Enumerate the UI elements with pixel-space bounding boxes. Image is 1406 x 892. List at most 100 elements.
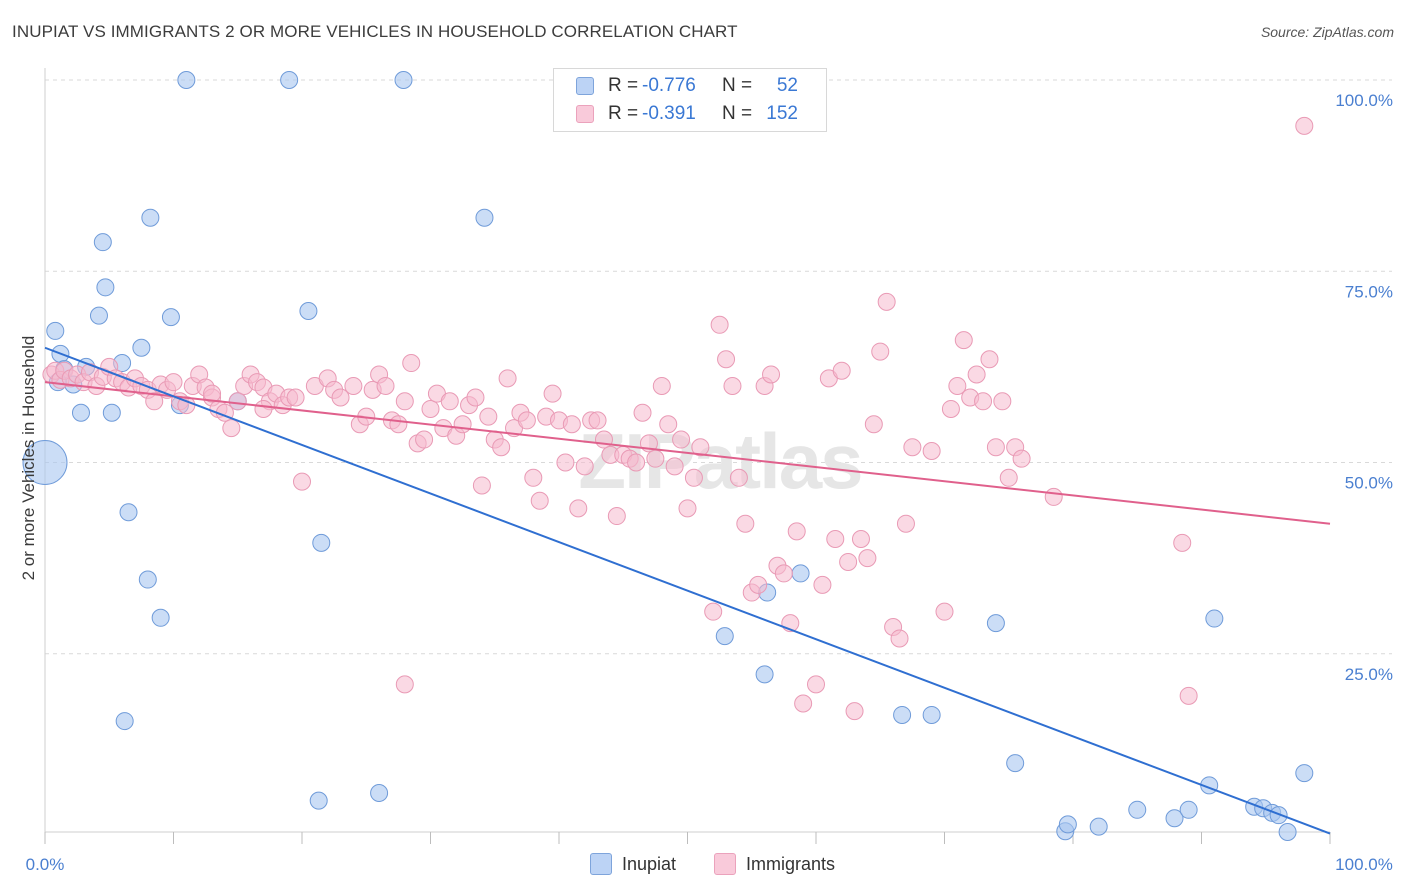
immigrants-point <box>1295 116 1314 135</box>
y-tick-label: 50.0% <box>1345 474 1393 493</box>
immigrants-point <box>954 331 973 350</box>
inupiat-point <box>309 791 328 810</box>
immigrants-point <box>787 522 806 541</box>
immigrants-point <box>839 552 858 571</box>
y-tick-label: 100.0% <box>1335 91 1393 110</box>
inupiat-point <box>1165 809 1184 828</box>
inupiat-point <box>151 608 170 627</box>
immigrants-point <box>665 457 684 476</box>
legend-row-immigrants: R = -0.391 N = 152 <box>576 101 798 127</box>
source-credit: Source: ZipAtlas.com <box>1260 24 1394 40</box>
inupiat-point <box>1058 815 1077 834</box>
immigrants-point <box>453 415 472 434</box>
immigrants-point <box>723 377 742 395</box>
immigrants-point <box>633 403 652 422</box>
immigrants-point <box>993 392 1012 411</box>
inupiat-point <box>1128 800 1147 819</box>
immigrants-point <box>164 373 183 392</box>
inupiat-point <box>1089 817 1108 836</box>
inupiat-point <box>89 306 108 325</box>
immigrants-point <box>845 702 864 721</box>
immigrants-point <box>762 365 781 384</box>
inupiat-point <box>280 71 299 89</box>
inupiat-swatch <box>576 77 594 95</box>
inupiat-point <box>394 71 413 89</box>
inupiat-point <box>161 308 180 327</box>
immigrants-point <box>389 415 408 434</box>
immigrants-point <box>736 514 755 533</box>
bottom-legend-inupiat: Inupiat <box>590 852 676 876</box>
immigrants-point <box>607 507 626 526</box>
immigrants-point <box>935 602 954 621</box>
immigrants-point <box>813 575 832 594</box>
n-label: N = <box>722 103 753 124</box>
inupiat-point <box>475 208 494 227</box>
immigrants-point <box>479 407 498 426</box>
inupiat-point <box>115 712 134 731</box>
inupiat-point <box>102 403 121 422</box>
immigrants-point <box>575 457 594 476</box>
inupiat-point <box>138 570 157 589</box>
immigrants-point <box>774 564 793 583</box>
immigrants-point <box>903 438 922 457</box>
immigrants-point <box>832 361 851 380</box>
inupiat-point <box>22 440 68 485</box>
immigrants-point <box>492 438 511 457</box>
immigrants-point <box>941 399 960 418</box>
tick-labels: 25.0% 50.0% 75.0% 100.0% 0.0% 100.0% <box>26 91 1393 874</box>
immigrants-point <box>286 388 305 407</box>
inupiat-point <box>922 705 941 724</box>
immigrants-point <box>395 675 414 694</box>
immigrants-point <box>530 491 549 510</box>
inupiat-point <box>893 705 912 724</box>
immigrants-point <box>556 453 575 472</box>
inupiat-point <box>177 71 196 89</box>
inupiat-point <box>791 564 810 583</box>
immigrants-point <box>871 342 890 361</box>
immigrants-point <box>851 530 870 548</box>
immigrants-point <box>440 392 459 411</box>
inupiat-point <box>71 403 90 422</box>
inupiat-point <box>312 533 331 552</box>
immigrants-point <box>890 629 909 648</box>
immigrants-legend-swatch <box>714 853 736 875</box>
immigrants-point <box>1179 686 1198 705</box>
inupiat-point <box>1295 764 1314 783</box>
immigrants-point <box>524 468 543 487</box>
immigrants-point <box>794 694 813 713</box>
immigrants-point <box>376 377 395 395</box>
immigrants-swatch <box>576 105 594 123</box>
inupiat-point <box>986 614 1005 633</box>
immigrants-point <box>948 377 967 395</box>
immigrants-point <box>594 430 613 449</box>
r-label: R = <box>608 75 639 96</box>
r-value: -0.776 <box>642 75 696 96</box>
immigrants-point <box>967 365 986 384</box>
immigrants-point <box>588 411 607 430</box>
x-tick-label: 100.0% <box>1335 855 1393 874</box>
immigrants-point <box>684 468 703 487</box>
series-immigrants <box>42 116 1314 721</box>
immigrants-point <box>222 419 241 438</box>
immigrants-point <box>980 350 999 369</box>
immigrants-point <box>826 530 845 548</box>
y-axis-label: 2 or more Vehicles in Household <box>19 336 38 581</box>
immigrants-point <box>877 292 896 311</box>
immigrants-point <box>986 438 1005 457</box>
immigrants-point <box>710 315 729 334</box>
inupiat-point <box>119 503 138 522</box>
immigrants-point <box>331 388 350 407</box>
immigrants-point <box>729 468 748 487</box>
chart-title: INUPIAT VS IMMIGRANTS 2 OR MORE VEHICLES… <box>12 22 738 41</box>
inupiat-point <box>93 233 112 252</box>
immigrants-point <box>922 442 941 461</box>
immigrants-point <box>145 392 164 411</box>
immigrants-point <box>704 602 723 621</box>
inupiat-point <box>141 208 160 227</box>
inupiat-point <box>370 783 389 802</box>
immigrants-point <box>1012 449 1031 468</box>
inupiat-point <box>1179 800 1198 819</box>
immigrants-point <box>974 392 993 411</box>
y-tick-label: 25.0% <box>1345 665 1393 684</box>
